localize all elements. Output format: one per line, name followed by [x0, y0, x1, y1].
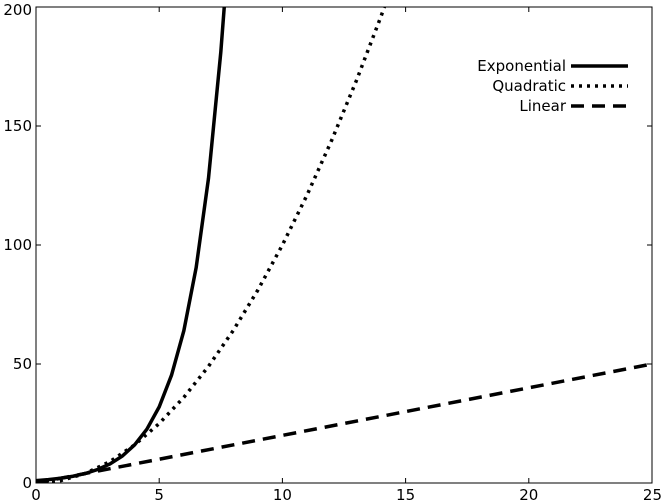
y-tick-label: 150 [3, 117, 32, 135]
legend-item-exponential: Exponential [477, 57, 628, 75]
x-tick-label: 15 [396, 486, 415, 503]
y-tick-label: 200 [3, 1, 32, 19]
y-tick-label: 50 [13, 355, 32, 373]
legend-label: Linear [519, 97, 566, 115]
tick-layer: 0 5 10 15 20 25 0 50 100 150 200 [3, 1, 662, 503]
series-layer [36, 7, 652, 483]
legend-item-linear: Linear [519, 97, 628, 115]
legend-label: Exponential [477, 57, 566, 75]
x-tick-label: 20 [519, 486, 538, 503]
x-tick-label: 5 [154, 486, 164, 503]
legend-label: Quadratic [492, 77, 566, 95]
y-tick-label: 100 [3, 236, 32, 254]
plot-area-frame [35, 6, 653, 484]
y-tick-label: 0 [22, 474, 32, 492]
x-tick-label: 0 [31, 486, 41, 503]
x-tick-label: 25 [643, 486, 662, 503]
legend-item-quadratic: Quadratic [492, 77, 628, 95]
legend: Exponential Quadratic Linear [477, 57, 628, 115]
series-line-quadratic [36, 7, 387, 483]
x-tick-label: 10 [273, 486, 292, 503]
series-line-exponential [36, 7, 226, 483]
